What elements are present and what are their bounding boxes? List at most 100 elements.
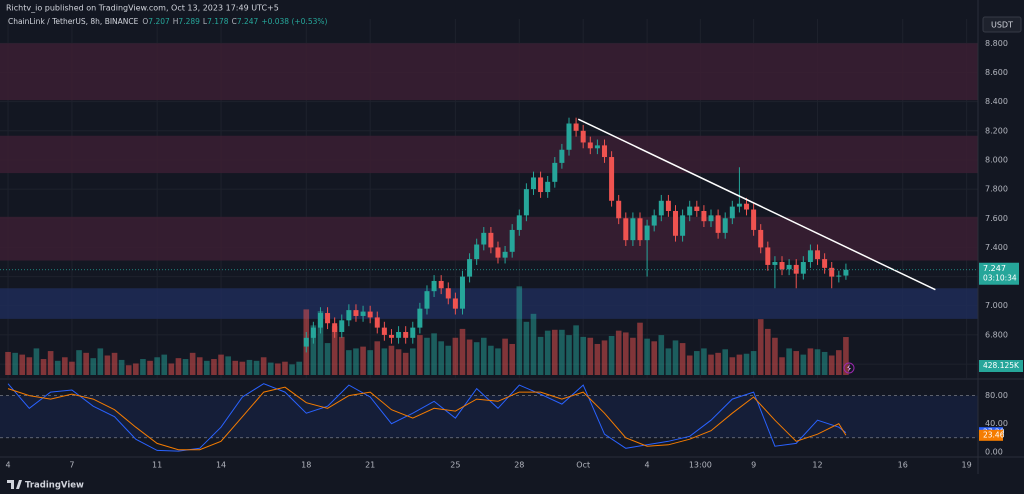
volume-bar	[800, 354, 807, 375]
volume-bar	[189, 352, 196, 375]
y-tick-label: 7.000	[985, 301, 1008, 310]
candle-body	[474, 244, 480, 260]
candle-body	[758, 229, 764, 248]
volume-bar	[622, 332, 629, 375]
volume-bar	[438, 341, 444, 375]
x-tick-label: 4	[5, 461, 10, 470]
event-icon[interactable]	[843, 362, 855, 374]
volume-bar	[338, 336, 345, 375]
candle-body	[815, 250, 821, 260]
candle-body	[367, 311, 373, 318]
candle-body	[793, 264, 799, 274]
candle-body	[822, 259, 828, 268]
volume-bar	[76, 350, 82, 375]
volume-bar	[786, 348, 792, 375]
volume-bar	[651, 341, 658, 375]
candle-body	[481, 232, 487, 245]
volume-bar	[480, 337, 487, 375]
volume-bar	[637, 322, 643, 375]
candle-body	[836, 275, 842, 277]
ohlc-value: 7.207	[148, 17, 170, 26]
zone	[0, 135, 978, 174]
x-tick-label: 11	[152, 461, 162, 470]
volume-bar	[750, 351, 757, 375]
y-tick-label: 7.400	[985, 243, 1008, 252]
change: +0.038 (+0.53%)	[261, 17, 327, 26]
candle-body	[779, 262, 785, 270]
candle-body	[772, 262, 778, 265]
countdown: 03:10:34	[983, 274, 1017, 283]
x-tick-label: 16	[898, 461, 908, 470]
volume-bar	[814, 349, 821, 375]
volume-bar	[523, 321, 530, 375]
ohlc-label: L	[203, 17, 208, 26]
candle-body	[744, 203, 750, 210]
logo-text[interactable]: TradingView	[25, 481, 84, 491]
candle-body	[346, 310, 352, 321]
candle-body	[538, 177, 544, 193]
symbol: ChainLink / TetherUS, 8h, BINANCE	[8, 17, 139, 26]
candle-body	[509, 229, 515, 252]
volume-bar	[821, 351, 828, 375]
volume-bar	[459, 328, 466, 375]
ohlc-label: C	[232, 17, 237, 26]
candle-body	[609, 157, 615, 201]
candle-body	[566, 123, 572, 150]
volume-bar	[360, 346, 366, 375]
volume-bar	[331, 326, 338, 375]
candle-body	[459, 276, 465, 309]
candle-body	[708, 215, 714, 222]
band-fill	[0, 395, 978, 438]
candle-body	[488, 232, 494, 248]
candle-body	[523, 189, 529, 216]
volume-bar	[147, 360, 153, 375]
candle-body	[374, 317, 380, 328]
volume-bar	[672, 340, 679, 375]
volume-bar	[133, 363, 139, 375]
volume-bar	[715, 352, 721, 375]
currency[interactable]: USDT	[991, 21, 1013, 30]
volume-bar	[12, 352, 18, 375]
volume-bar	[601, 340, 608, 375]
volume-bar	[537, 336, 544, 375]
volume-bar	[161, 354, 168, 375]
y-tick-label: 6.800	[985, 330, 1008, 339]
candle-body	[545, 181, 551, 193]
event-icon-bolt[interactable]	[847, 364, 851, 372]
candle-body	[360, 311, 366, 316]
candle-body	[601, 145, 607, 158]
zone	[0, 288, 978, 319]
symbol-line: ChainLink / TetherUS, 8h, BINANCE O7.207 H…	[8, 17, 327, 26]
candle-body	[594, 145, 600, 149]
candle-body	[424, 291, 430, 309]
y-tick-label: 8.000	[985, 155, 1008, 164]
candle-body	[317, 313, 323, 328]
candle-body	[736, 203, 742, 207]
candle-body	[630, 218, 636, 241]
volume-bar	[417, 335, 423, 375]
volume-bar	[765, 328, 771, 375]
last-price-box	[979, 262, 1019, 285]
x-tick-label: 25	[450, 461, 460, 470]
volume-bar	[729, 357, 736, 375]
candle-body	[651, 215, 657, 226]
candle-body	[673, 210, 679, 236]
volume-bar	[743, 353, 750, 375]
volume-bar	[324, 343, 331, 375]
volume-last-box	[979, 360, 1023, 372]
y-tick-label: 7.600	[985, 214, 1008, 223]
volume-bar	[310, 325, 317, 375]
candle-body	[687, 206, 693, 216]
volume-bar	[19, 354, 26, 375]
volume-bar	[218, 354, 224, 375]
currency-button[interactable]	[982, 16, 1022, 33]
logo-icon[interactable]	[7, 480, 22, 489]
candle-body	[751, 209, 757, 230]
last-price-label: 7.247	[983, 264, 1006, 273]
candle-body	[445, 288, 451, 299]
volume-bar	[253, 360, 260, 375]
volume-bar	[239, 361, 246, 375]
volume-bar	[62, 357, 68, 375]
x-tick-label: 21	[365, 461, 375, 470]
